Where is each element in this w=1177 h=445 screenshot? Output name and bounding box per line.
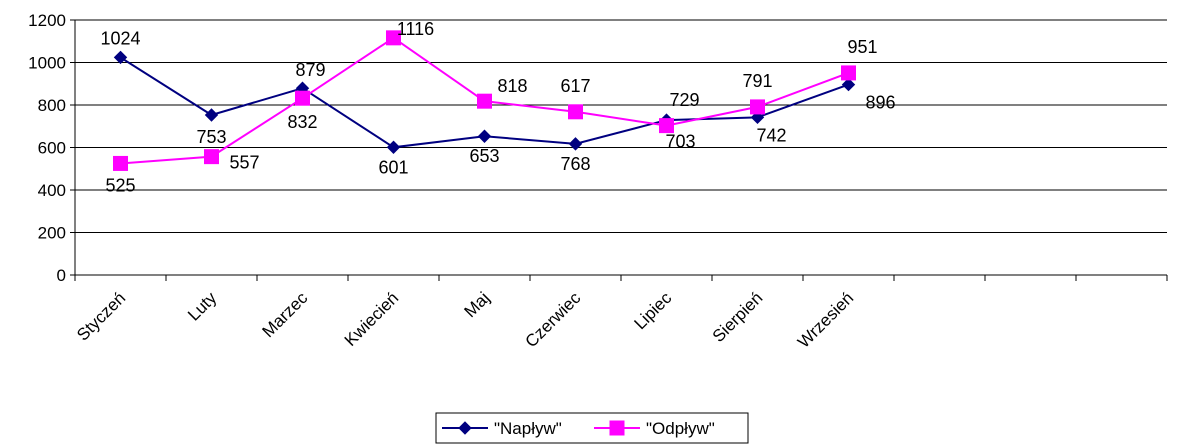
y-tick-label: 600 xyxy=(38,139,66,158)
y-tick-label: 1000 xyxy=(28,54,66,73)
data-point-marker xyxy=(204,149,219,165)
x-tick-label: Marzec xyxy=(258,288,311,341)
data-point-marker xyxy=(568,104,583,120)
y-tick-label: 0 xyxy=(57,266,66,285)
grid-lines xyxy=(75,19,1167,233)
data-label: 601 xyxy=(378,157,408,177)
data-label: 1024 xyxy=(100,28,140,48)
data-label: 729 xyxy=(669,90,699,110)
data-labels: 1024 753 879 601 653 768 729 742 896 525 557 832 111… xyxy=(100,19,895,196)
data-point-marker xyxy=(204,108,219,122)
series-layer xyxy=(113,30,856,171)
data-point-marker xyxy=(113,50,128,65)
x-tick-label: Kwiecień xyxy=(341,288,403,350)
legend-label: "Napływ" xyxy=(494,419,562,438)
data-label: 617 xyxy=(560,76,590,96)
data-label: 951 xyxy=(847,37,877,57)
y-tick-label: 400 xyxy=(38,181,66,200)
data-label: 557 xyxy=(229,153,259,173)
data-label: 791 xyxy=(742,71,772,91)
x-tick-label: Lipiec xyxy=(630,288,675,333)
data-label: 742 xyxy=(756,125,786,145)
data-label: 832 xyxy=(287,112,317,132)
x-tick-label: Luty xyxy=(184,288,221,325)
data-point-marker xyxy=(659,118,674,134)
x-tick-label: Maj xyxy=(461,288,494,321)
x-axis-ticks: Styczeń Luty Marzec Kwiecień Maj Czerwiec Lipi… xyxy=(73,275,1168,352)
data-label: 896 xyxy=(865,93,895,113)
y-tick-label: 1200 xyxy=(28,11,66,30)
data-label: 525 xyxy=(105,175,135,195)
data-point-marker xyxy=(477,129,492,143)
data-point-marker xyxy=(841,77,856,92)
data-point-marker xyxy=(386,30,401,46)
data-point-marker xyxy=(113,155,128,171)
legend-swatch-marker xyxy=(609,420,625,436)
data-point-marker xyxy=(750,99,765,115)
data-point-marker xyxy=(568,137,583,151)
data-point-marker xyxy=(295,90,310,106)
data-label: 753 xyxy=(196,127,226,147)
x-tick-label: Sierpień xyxy=(709,288,767,346)
data-label: 879 xyxy=(295,60,325,80)
x-tick-label: Czerwiec xyxy=(521,288,584,351)
data-point-marker xyxy=(841,65,856,81)
legend-swatch-marker xyxy=(458,421,472,435)
y-axis-ticks: 0 200 400 600 800 1000 1200 xyxy=(28,11,75,285)
legend: "Napływ" "Odpływ" xyxy=(435,412,749,444)
data-label: 653 xyxy=(469,146,499,166)
data-point-marker xyxy=(477,93,492,109)
legend-label: "Odpływ" xyxy=(646,419,715,438)
data-label: 703 xyxy=(665,132,695,152)
x-tick-label: Styczeń xyxy=(73,288,129,344)
x-tick-label: Wrzesień xyxy=(794,288,857,351)
data-label: 768 xyxy=(560,154,590,174)
y-tick-label: 200 xyxy=(38,224,66,243)
data-point-marker xyxy=(386,140,401,154)
data-label: 818 xyxy=(497,76,527,96)
y-tick-label: 800 xyxy=(38,96,66,115)
legend-box xyxy=(435,412,749,444)
data-label: 1116 xyxy=(397,19,434,39)
